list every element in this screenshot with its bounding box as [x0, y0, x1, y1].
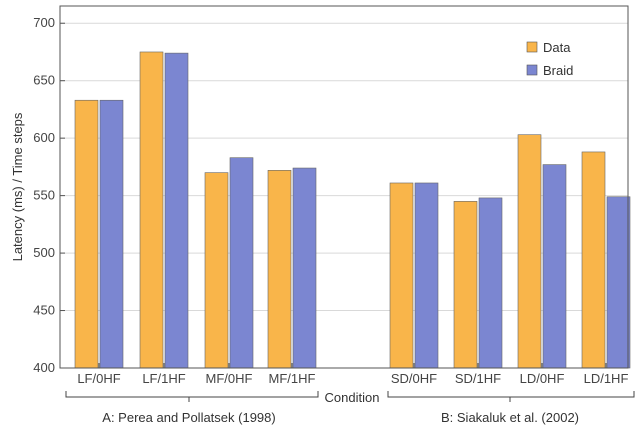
y-tick-label: 600	[33, 130, 55, 145]
bar-braid-lf-0hf	[99, 99, 124, 369]
bar-data-ld-1hf	[581, 151, 606, 369]
x-tick-label: SD/1HF	[455, 371, 501, 386]
bar-data-ld-0hf	[517, 134, 542, 369]
group-brackets: A: Perea and Pollatsek (1998) B: Siakaluk…	[65, 391, 635, 425]
x-axis-label-background	[321, 389, 383, 406]
bar-data-sd-0hf	[389, 182, 414, 369]
bar-braid-sd-0hf	[414, 182, 439, 369]
x-axis-label: Condition	[325, 390, 380, 405]
bar-data-sd-1hf	[453, 201, 478, 369]
legend-swatch-data	[526, 41, 538, 53]
y-tick-label: 550	[33, 188, 55, 203]
bar-braid-sd-1hf	[478, 197, 503, 369]
y-tick-label: 400	[33, 360, 55, 375]
legend-label-data: Data	[543, 40, 571, 55]
bar-braid-ld-0hf	[542, 164, 567, 369]
bar-braid-mf-1hf	[292, 167, 317, 369]
x-tick-labels: LF/0HF LF/1HF MF/0HF MF/1HF SD/0HF SD/1HF LD/0…	[77, 363, 628, 386]
y-tick-label: 700	[33, 15, 55, 30]
bar-data-lf-1hf	[139, 51, 164, 369]
x-tick-label: LD/0HF	[520, 371, 565, 386]
x-tick-label: MF/0HF	[206, 371, 253, 386]
y-axis-label: Latency (ms) / Time steps	[10, 112, 25, 261]
bar-data-mf-0hf	[204, 172, 229, 369]
bar-braid-lf-1hf	[164, 52, 189, 369]
axes	[59, 5, 629, 369]
bar-data-lf-0hf	[74, 99, 99, 369]
x-tick-label: LF/1HF	[142, 371, 185, 386]
bar-braid-ld-1hf	[606, 196, 631, 369]
y-tick-label: 500	[33, 245, 55, 260]
y-tick-labels: 400 450 500 550 600 650 700	[33, 15, 55, 375]
x-tick-label: SD/0HF	[391, 371, 437, 386]
legend-label-braid: Braid	[543, 63, 573, 78]
x-tick-label: LF/0HF	[77, 371, 120, 386]
legend-swatch-braid	[526, 64, 538, 76]
group-label: A: Perea and Pollatsek (1998)	[102, 410, 275, 425]
bar-data-mf-1hf	[267, 170, 292, 369]
group-label: B: Siakaluk et al. (2002)	[441, 410, 579, 425]
bars	[74, 51, 631, 369]
legend: Data Braid	[526, 40, 573, 78]
y-tick-label: 450	[33, 303, 55, 318]
plot-frame	[59, 5, 629, 369]
group-bracket	[387, 391, 635, 402]
group-bracket	[65, 391, 319, 402]
bar-braid-mf-0hf	[229, 157, 254, 369]
x-tick-label: LD/1HF	[584, 371, 629, 386]
x-tick-label: MF/1HF	[269, 371, 316, 386]
y-tick-label: 650	[33, 73, 55, 88]
